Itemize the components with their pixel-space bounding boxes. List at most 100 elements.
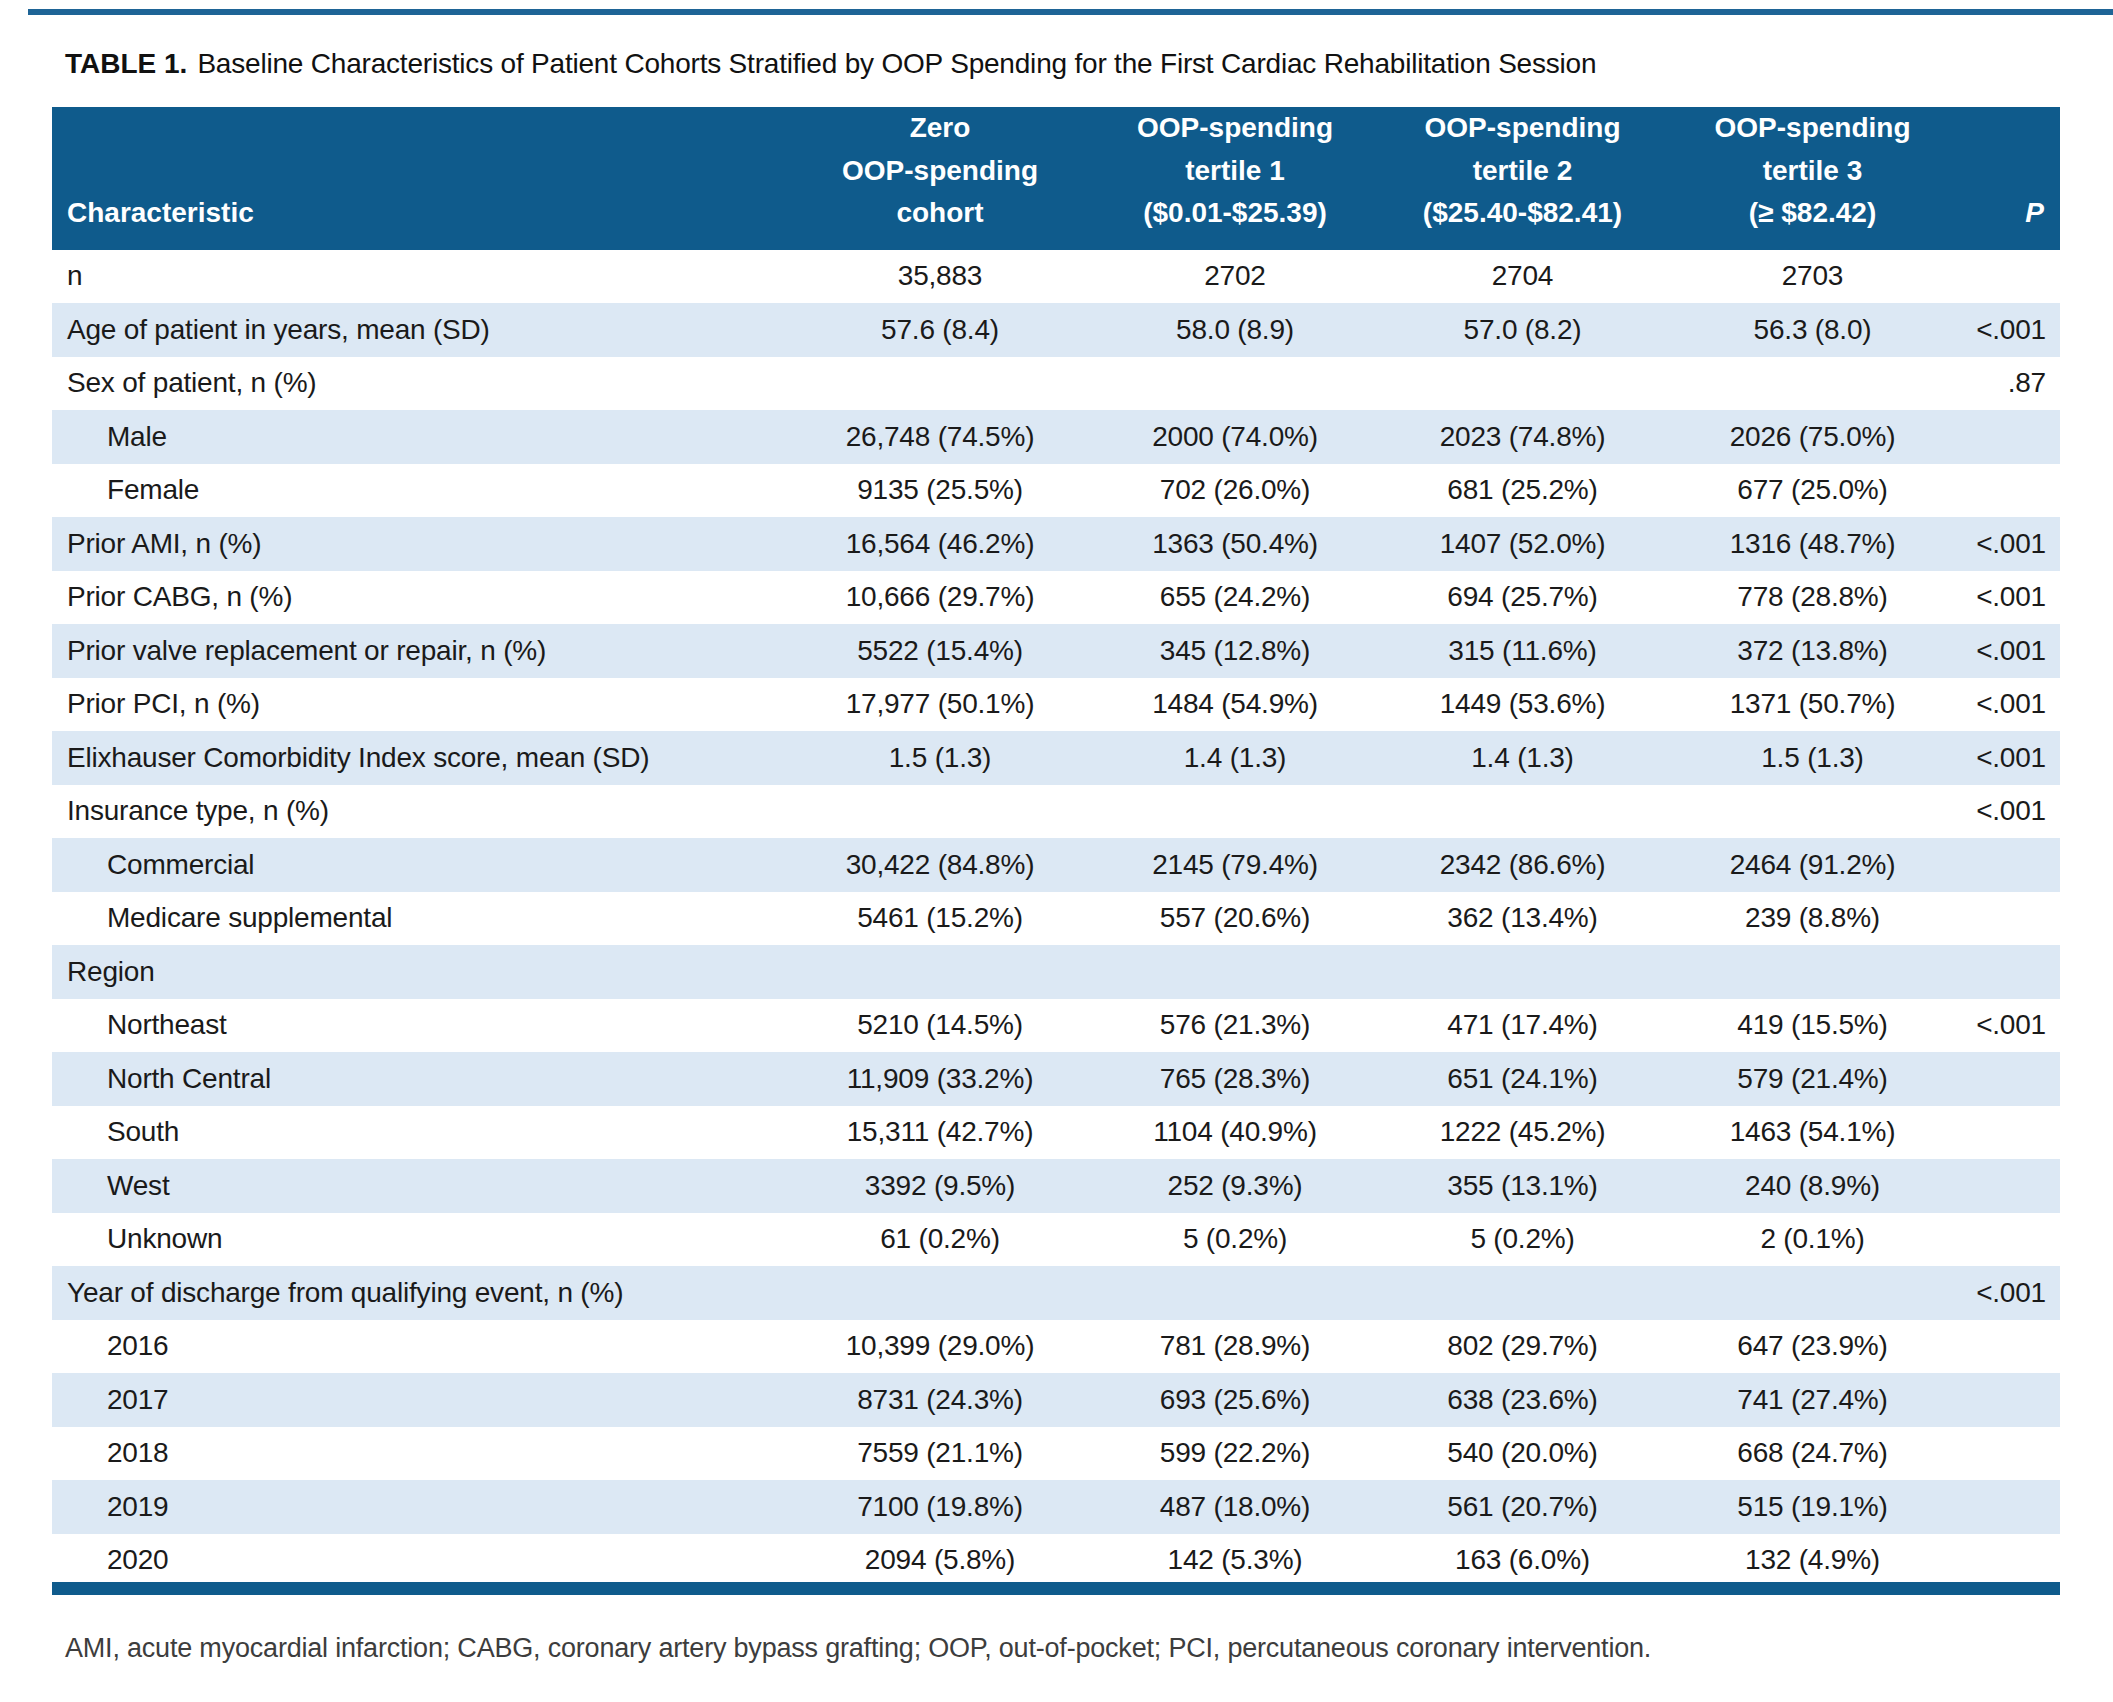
- cell-value: [790, 1266, 1090, 1320]
- cell-value: [1090, 1266, 1380, 1320]
- table-title-label: TABLE 1.: [65, 48, 187, 79]
- p-value: .87: [1960, 357, 2060, 411]
- row-label: Prior CABG, n (%): [52, 571, 790, 625]
- cell-value: 1.5 (1.3): [790, 731, 1090, 785]
- row-label: Age of patient in years, mean (SD): [52, 303, 790, 357]
- cell-value: 8731 (24.3%): [790, 1373, 1090, 1427]
- cell-value: 5 (0.2%): [1090, 1213, 1380, 1267]
- row-label: 2016: [52, 1320, 790, 1374]
- cell-value: 1.5 (1.3): [1665, 731, 1960, 785]
- p-value: [1960, 1052, 2060, 1106]
- column-header-tertile-1: OOP-spending tertile 1 ($0.01-$25.39): [1090, 107, 1380, 250]
- row-label: Year of discharge from qualifying event,…: [52, 1266, 790, 1320]
- cell-value: 694 (25.7%): [1380, 571, 1665, 625]
- row-label: 2017: [52, 1373, 790, 1427]
- cell-value: 2026 (75.0%): [1665, 410, 1960, 464]
- cell-value: 681 (25.2%): [1380, 464, 1665, 518]
- cell-value: 487 (18.0%): [1090, 1480, 1380, 1534]
- table-row: n35,883270227042703: [52, 250, 2060, 304]
- p-value: <.001: [1960, 571, 2060, 625]
- cell-value: 315 (11.6%): [1380, 624, 1665, 678]
- cell-value: 1449 (53.6%): [1380, 678, 1665, 732]
- p-value: [1960, 1213, 2060, 1267]
- table-row: Commercial30,422 (84.8%)2145 (79.4%)2342…: [52, 838, 2060, 892]
- cell-value: 1.4 (1.3): [1090, 731, 1380, 785]
- row-label: Female: [52, 464, 790, 518]
- p-value: [1960, 1106, 2060, 1160]
- cell-value: [1380, 357, 1665, 411]
- cell-value: 345 (12.8%): [1090, 624, 1380, 678]
- cell-value: 802 (29.7%): [1380, 1320, 1665, 1374]
- cell-value: [1090, 945, 1380, 999]
- p-value: <.001: [1960, 999, 2060, 1053]
- cell-value: 2342 (86.6%): [1380, 838, 1665, 892]
- p-value: [1960, 464, 2060, 518]
- cell-value: [1380, 945, 1665, 999]
- cell-value: 655 (24.2%): [1090, 571, 1380, 625]
- table-row: North Central11,909 (33.2%)765 (28.3%)65…: [52, 1052, 2060, 1106]
- cell-value: 741 (27.4%): [1665, 1373, 1960, 1427]
- cell-value: 540 (20.0%): [1380, 1427, 1665, 1481]
- cell-value: [1380, 785, 1665, 839]
- p-value: [1960, 1320, 2060, 1374]
- cell-value: 61 (0.2%): [790, 1213, 1090, 1267]
- cell-value: 5522 (15.4%): [790, 624, 1090, 678]
- row-label: Region: [52, 945, 790, 999]
- row-label: Unknown: [52, 1213, 790, 1267]
- table-header: Characteristic Zero OOP-spending cohort …: [52, 107, 2060, 250]
- cell-value: 16,564 (46.2%): [790, 517, 1090, 571]
- cell-value: 1463 (54.1%): [1665, 1106, 1960, 1160]
- cell-value: 35,883: [790, 250, 1090, 304]
- table-row: Insurance type, n (%)<.001: [52, 785, 2060, 839]
- p-value: <.001: [1960, 1266, 2060, 1320]
- cell-value: 163 (6.0%): [1380, 1534, 1665, 1588]
- cell-value: 1104 (40.9%): [1090, 1106, 1380, 1160]
- cell-value: 58.0 (8.9): [1090, 303, 1380, 357]
- cell-value: 5461 (15.2%): [790, 892, 1090, 946]
- cell-value: 2702: [1090, 250, 1380, 304]
- cell-value: 647 (23.9%): [1665, 1320, 1960, 1374]
- column-header-characteristic: Characteristic: [52, 107, 790, 250]
- p-value: <.001: [1960, 785, 2060, 839]
- row-label: Sex of patient, n (%): [52, 357, 790, 411]
- cell-value: 419 (15.5%): [1665, 999, 1960, 1053]
- cell-value: 17,977 (50.1%): [790, 678, 1090, 732]
- table-title-text: Baseline Characteristics of Patient Coho…: [197, 48, 1596, 79]
- cell-value: [790, 945, 1090, 999]
- row-label: Prior valve replacement or repair, n (%): [52, 624, 790, 678]
- cell-value: 693 (25.6%): [1090, 1373, 1380, 1427]
- table-row: Prior CABG, n (%)10,666 (29.7%)655 (24.2…: [52, 571, 2060, 625]
- row-label: 2019: [52, 1480, 790, 1534]
- table-row: Northeast5210 (14.5%)576 (21.3%)471 (17.…: [52, 999, 2060, 1053]
- cell-value: [1665, 785, 1960, 839]
- cell-value: 781 (28.9%): [1090, 1320, 1380, 1374]
- row-label: Elixhauser Comorbidity Index score, mean…: [52, 731, 790, 785]
- row-label: 2020: [52, 1534, 790, 1588]
- cell-value: [790, 785, 1090, 839]
- cell-value: [1665, 945, 1960, 999]
- cell-value: 668 (24.7%): [1665, 1427, 1960, 1481]
- column-header-zero-oop-cohort: Zero OOP-spending cohort: [790, 107, 1090, 250]
- cell-value: 26,748 (74.5%): [790, 410, 1090, 464]
- cell-value: 1316 (48.7%): [1665, 517, 1960, 571]
- cell-value: 132 (4.9%): [1665, 1534, 1960, 1588]
- table-row: Prior valve replacement or repair, n (%)…: [52, 624, 2060, 678]
- page-top-rule: [28, 9, 2113, 15]
- cell-value: 576 (21.3%): [1090, 999, 1380, 1053]
- cell-value: 2000 (74.0%): [1090, 410, 1380, 464]
- cell-value: 1484 (54.9%): [1090, 678, 1380, 732]
- cell-value: [1665, 357, 1960, 411]
- cell-value: 2094 (5.8%): [790, 1534, 1090, 1588]
- p-value: [1960, 1480, 2060, 1534]
- p-value: <.001: [1960, 731, 2060, 785]
- cell-value: 2145 (79.4%): [1090, 838, 1380, 892]
- p-value: [1960, 1373, 2060, 1427]
- p-value: <.001: [1960, 303, 2060, 357]
- cell-value: [1090, 357, 1380, 411]
- cell-value: 56.3 (8.0): [1665, 303, 1960, 357]
- row-label: Commercial: [52, 838, 790, 892]
- row-label: South: [52, 1106, 790, 1160]
- cell-value: 240 (8.9%): [1665, 1159, 1960, 1213]
- cell-value: 355 (13.1%): [1380, 1159, 1665, 1213]
- cell-value: 1407 (52.0%): [1380, 517, 1665, 571]
